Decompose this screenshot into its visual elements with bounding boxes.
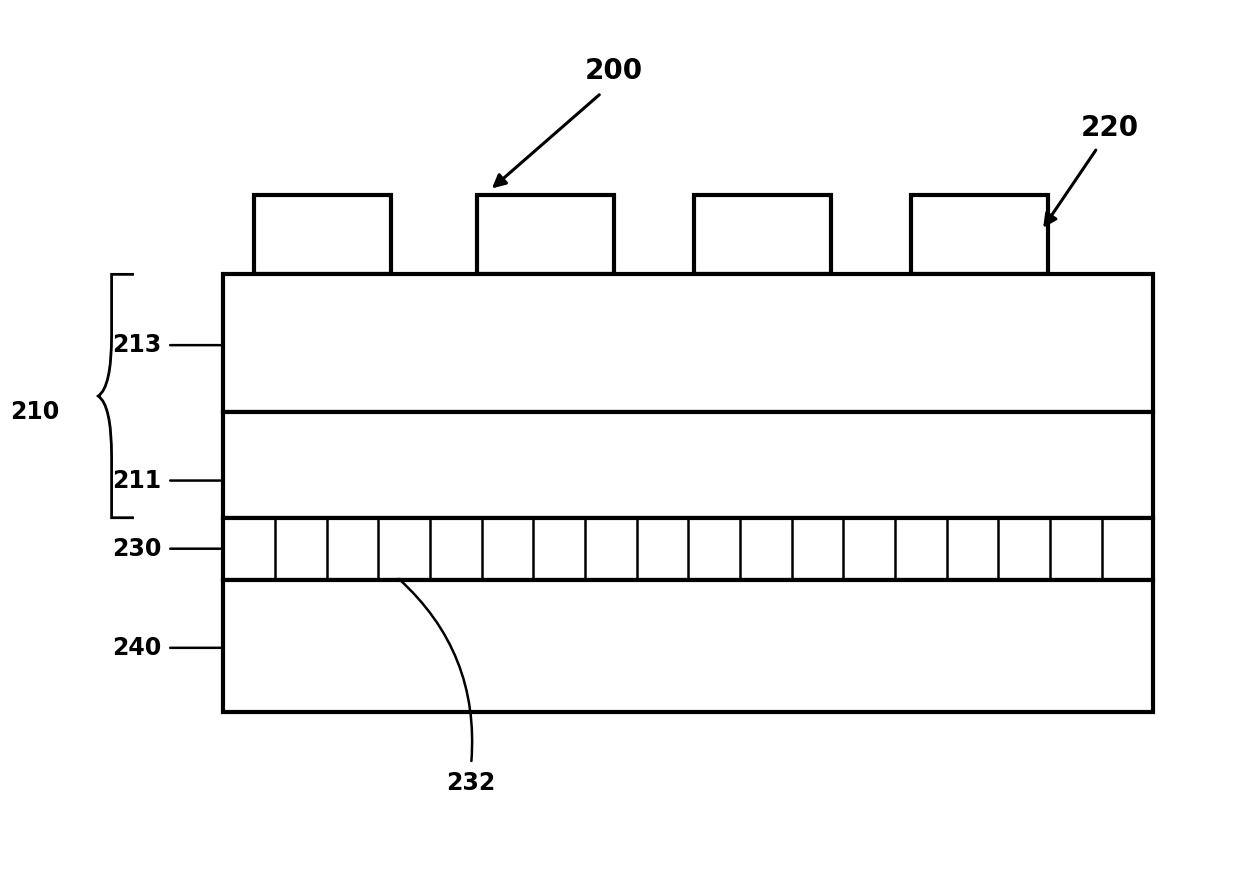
Text: 211: 211: [112, 468, 161, 493]
Bar: [694, 195, 831, 274]
Bar: [223, 580, 1153, 712]
Text: 230: 230: [112, 536, 161, 561]
Text: 220: 220: [1081, 114, 1138, 142]
Text: 213: 213: [112, 333, 161, 358]
Bar: [911, 195, 1048, 274]
Text: 232: 232: [446, 771, 496, 796]
Bar: [477, 195, 614, 274]
Bar: [223, 274, 1153, 412]
Text: 240: 240: [112, 635, 161, 660]
Bar: [223, 518, 1153, 580]
Bar: [223, 412, 1153, 518]
Text: 210: 210: [10, 399, 60, 424]
Bar: [254, 195, 391, 274]
Text: 200: 200: [585, 57, 642, 85]
